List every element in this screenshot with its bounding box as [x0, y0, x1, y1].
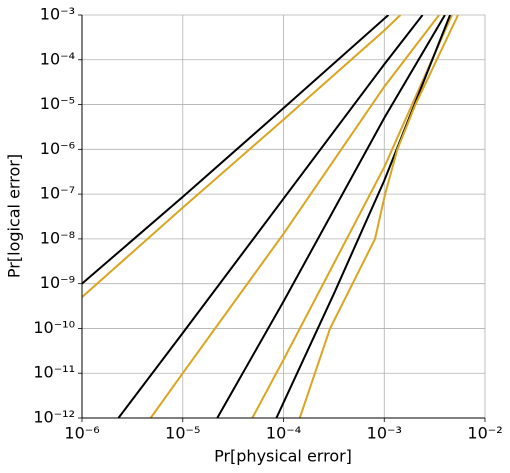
y-tick-label: 10⁻⁸	[40, 228, 75, 247]
y-tick-label: 10⁻⁵	[40, 94, 75, 113]
y-tick-label: 10⁻⁶	[40, 139, 75, 158]
x-tick-label: 10⁻³	[367, 424, 402, 443]
y-tick-label: 10⁻¹⁰	[33, 318, 75, 337]
plot-area	[82, 15, 459, 418]
y-axis-label: Pr[logical error]	[5, 154, 24, 278]
series-line	[149, 15, 440, 418]
y-tick-label: 10⁻³	[40, 5, 75, 24]
y-tick-label: 10⁻⁹	[40, 273, 75, 292]
series-line	[275, 15, 451, 418]
y-tick-label: 10⁻¹²	[33, 408, 75, 427]
x-axis-label: Pr[physical error]	[214, 447, 352, 466]
y-tick-label: 10⁻¹¹	[33, 363, 75, 382]
y-tick-label: 10⁻⁷	[40, 184, 75, 203]
series-line	[251, 15, 453, 418]
x-tick-label: 10⁻⁵	[165, 424, 200, 443]
x-tick-label: 10⁻⁴	[266, 424, 301, 443]
series-line	[298, 15, 459, 418]
series-line	[216, 15, 446, 418]
x-tick-label: 10⁻²	[467, 424, 502, 443]
y-tick-label: 10⁻⁴	[40, 49, 75, 68]
series-line	[82, 15, 402, 298]
series-line	[117, 15, 424, 418]
x-tick-label: 10⁻⁶	[64, 424, 99, 443]
series-line	[82, 15, 390, 285]
